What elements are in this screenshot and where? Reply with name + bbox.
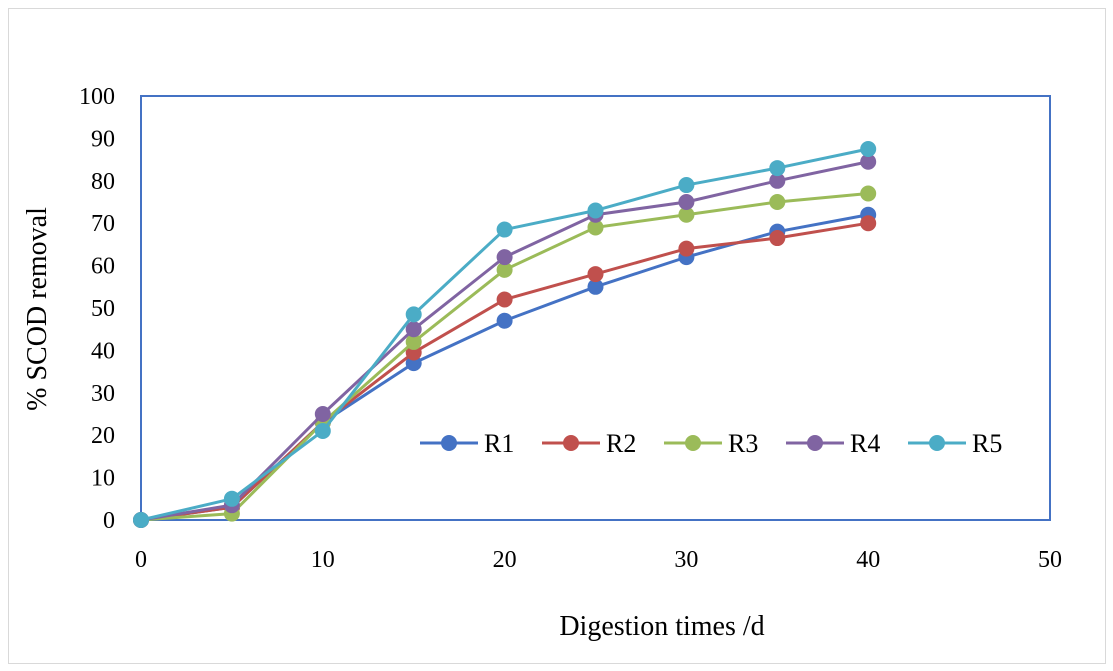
legend-swatch-marker: [929, 435, 945, 451]
data-point-r1: [587, 278, 604, 295]
plot-area-border: [140, 95, 1051, 521]
data-point-r1: [496, 312, 513, 329]
series-r5: [133, 141, 877, 528]
legend: R1 R2 R3 R4 R5: [420, 429, 1002, 458]
y-tick-label: 0: [103, 508, 115, 534]
legend-item-r4: R4: [786, 429, 880, 458]
plot-layer: [140, 95, 1051, 521]
legend-label: R1: [484, 429, 514, 458]
y-tick-label: 70: [91, 211, 115, 237]
data-point-r5: [769, 160, 786, 177]
x-tick-label: 0: [135, 547, 147, 573]
data-point-r5: [223, 490, 240, 507]
legend-label: R2: [606, 429, 636, 458]
data-point-r4: [769, 172, 786, 189]
y-axis-title: % SCOD removal: [22, 207, 53, 411]
data-point-r4: [860, 153, 877, 170]
data-point-r2: [678, 240, 695, 257]
data-point-r3: [860, 185, 877, 202]
y-tick-label: 40: [91, 338, 115, 364]
data-point-r4: [314, 406, 331, 422]
x-tick-label: 40: [856, 547, 880, 573]
series-layer: [133, 141, 877, 528]
data-point-r2: [587, 266, 604, 283]
data-point-r5: [860, 141, 877, 157]
legend-swatch-marker: [807, 435, 823, 451]
data-point-r3: [678, 206, 695, 223]
series-line-r4: [140, 160, 869, 522]
x-tick-label: 20: [493, 547, 517, 573]
data-point-r3: [405, 333, 422, 350]
data-point-r5: [496, 221, 513, 238]
data-point-r2: [769, 230, 786, 247]
y-tick-label: 10: [91, 466, 115, 492]
legend-item-r3: R3: [664, 429, 758, 458]
legend-label: R5: [972, 429, 1002, 458]
axis-layer: 0 10 20 30 40 50 60 70 80 90 100 0 10 20 30 40 50: [79, 84, 1062, 573]
y-tick-label: 50: [91, 296, 115, 322]
legend-swatch-marker: [441, 435, 457, 451]
y-tick-label: 60: [91, 254, 115, 280]
data-point-r3: [496, 261, 513, 278]
y-tick-label: 90: [91, 126, 115, 152]
x-tick-label: 10: [311, 547, 335, 573]
y-tick-label: 20: [91, 423, 115, 449]
legend-label: R4: [850, 429, 880, 458]
series-r4: [133, 153, 877, 528]
legend-swatch-marker: [685, 435, 701, 451]
legend-item-r5: R5: [908, 429, 1002, 458]
data-point-r5: [678, 177, 695, 194]
series-r3: [133, 185, 877, 528]
chart-area: [8, 8, 1106, 664]
data-point-r2: [496, 291, 513, 308]
series-line-r3: [140, 192, 869, 522]
legend-item-r2: R2: [542, 429, 636, 458]
data-point-r4: [496, 249, 513, 266]
data-point-r4: [678, 194, 695, 210]
x-tick-label: 50: [1038, 547, 1062, 573]
data-point-r5: [314, 422, 331, 439]
data-point-r5: [133, 512, 149, 528]
x-tick-label: 30: [674, 547, 698, 573]
y-tick-label: 80: [91, 169, 115, 195]
y-tick-label: 100: [79, 84, 115, 110]
x-axis-title: Digestion times /d: [559, 611, 764, 642]
legend-item-r1: R1: [420, 429, 514, 458]
data-point-r3: [769, 194, 786, 210]
legend-swatch-marker: [563, 435, 579, 451]
data-point-r5: [587, 202, 604, 219]
data-point-r5: [405, 306, 422, 323]
data-point-r3: [587, 219, 604, 236]
data-point-r2: [860, 215, 877, 232]
data-point-r4: [405, 321, 422, 338]
y-tick-label: 30: [91, 381, 115, 407]
legend-label: R3: [728, 429, 758, 458]
